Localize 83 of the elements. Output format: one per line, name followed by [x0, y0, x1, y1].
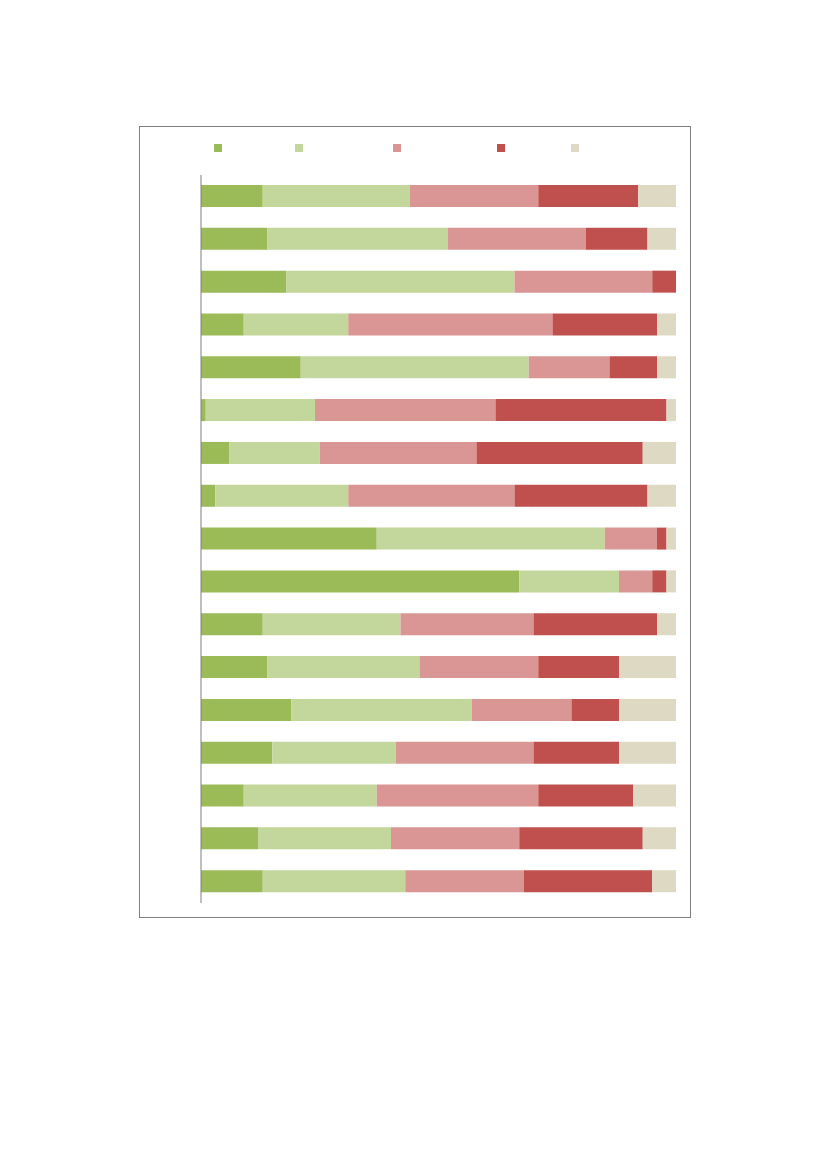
bar — [647, 227, 676, 250]
bar — [229, 441, 320, 464]
bar — [201, 784, 244, 807]
bar — [666, 399, 676, 422]
bar — [538, 656, 619, 679]
bar — [201, 313, 244, 336]
bar — [666, 570, 676, 593]
bar — [262, 613, 401, 636]
bar — [319, 441, 477, 464]
bar — [376, 527, 605, 550]
bar — [400, 613, 534, 636]
bar — [201, 827, 258, 850]
bar — [201, 227, 268, 250]
bar — [201, 570, 520, 593]
bar — [619, 656, 676, 679]
bar — [666, 527, 676, 550]
bar — [410, 185, 539, 207]
bar — [348, 313, 553, 336]
bar — [514, 270, 653, 293]
bar — [262, 185, 410, 207]
bar — [538, 185, 638, 207]
bar — [476, 441, 643, 464]
bar — [258, 827, 391, 850]
bar — [647, 484, 676, 507]
bar — [652, 270, 676, 293]
bar — [201, 527, 377, 550]
bar — [619, 698, 676, 721]
bar — [642, 827, 676, 850]
bar — [391, 827, 520, 850]
bar — [633, 784, 676, 807]
bar — [657, 613, 676, 636]
bar — [528, 356, 610, 379]
bar — [405, 870, 524, 893]
bar — [652, 570, 667, 593]
bar — [609, 356, 657, 379]
bar — [201, 698, 292, 721]
bar — [585, 227, 648, 250]
bar — [471, 698, 572, 721]
bar — [419, 656, 539, 679]
bar — [215, 484, 349, 507]
bar — [201, 613, 263, 636]
bar — [657, 527, 667, 550]
bar — [315, 399, 496, 422]
bar — [652, 870, 676, 893]
bar — [533, 613, 657, 636]
bar — [201, 356, 301, 379]
bar — [514, 484, 648, 507]
bar — [201, 741, 273, 764]
bar — [201, 441, 230, 464]
bar — [376, 784, 539, 807]
bar — [657, 313, 676, 336]
bar — [552, 313, 657, 336]
bar — [267, 227, 448, 250]
bar — [267, 656, 420, 679]
bar — [395, 741, 534, 764]
bar — [642, 441, 676, 464]
bar — [243, 784, 377, 807]
bar — [538, 784, 634, 807]
bar — [519, 827, 643, 850]
bar — [201, 870, 263, 893]
bar — [348, 484, 515, 507]
bar — [495, 399, 667, 422]
bar — [519, 570, 619, 593]
bar — [638, 185, 676, 207]
bar — [300, 356, 529, 379]
bar — [201, 185, 263, 207]
bar — [448, 227, 586, 250]
bar — [604, 527, 657, 550]
bar — [524, 870, 653, 893]
bar — [619, 570, 653, 593]
bar — [619, 741, 676, 764]
bar — [286, 270, 515, 293]
bar — [201, 484, 216, 507]
bar — [243, 313, 349, 336]
bar — [657, 356, 676, 379]
bar — [533, 741, 619, 764]
bar — [205, 399, 315, 422]
bar — [201, 270, 287, 293]
bar — [201, 656, 268, 679]
bar — [272, 741, 396, 764]
bar — [291, 698, 472, 721]
bar — [262, 870, 406, 893]
bar — [571, 698, 619, 721]
